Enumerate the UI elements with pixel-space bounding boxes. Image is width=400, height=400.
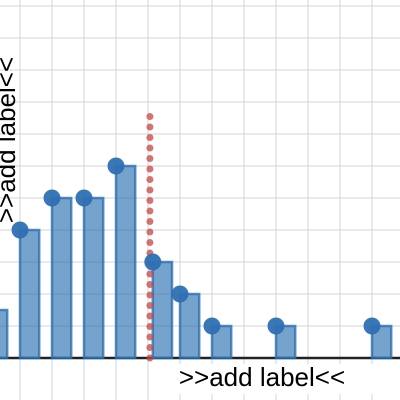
point <box>107 157 125 175</box>
y-axis-label: >>add label<< <box>0 57 21 223</box>
point <box>75 189 93 207</box>
bar <box>114 164 137 360</box>
bar <box>210 324 233 360</box>
bar <box>50 196 73 360</box>
bar <box>18 228 41 360</box>
marks <box>0 108 393 362</box>
bar <box>151 260 174 360</box>
point <box>43 189 61 207</box>
point <box>144 253 162 271</box>
point <box>203 317 221 335</box>
point <box>171 285 189 303</box>
bar <box>0 308 9 360</box>
x-axis-label: >>add label<< <box>179 362 345 392</box>
bar <box>178 292 201 360</box>
bar <box>370 324 393 360</box>
bar <box>274 324 297 360</box>
point <box>11 221 29 239</box>
bar <box>82 196 105 360</box>
x-label-bg <box>150 364 374 394</box>
point <box>267 317 285 335</box>
point <box>363 317 381 335</box>
